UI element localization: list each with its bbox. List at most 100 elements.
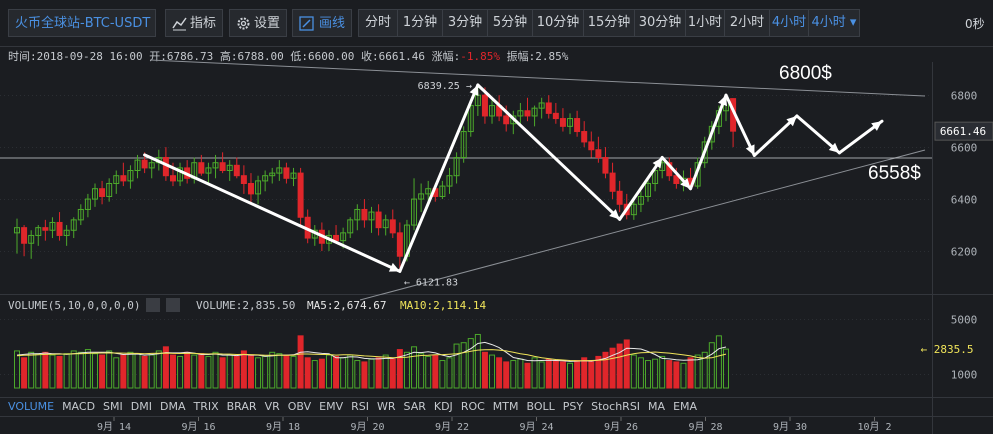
volume-bar bbox=[538, 361, 545, 389]
indicator-tab-mtm[interactable]: MTM bbox=[492, 400, 519, 413]
timeframe-7[interactable]: 1小时 bbox=[685, 9, 725, 37]
volume-bar bbox=[184, 351, 191, 389]
low-price-marker: ← 6121.83 bbox=[404, 277, 458, 288]
volume-bar bbox=[233, 355, 240, 389]
symbol-label: 火币全球站-BTC-USDT bbox=[15, 16, 151, 31]
symbol-selector[interactable]: 火币全球站-BTC-USDT bbox=[8, 9, 156, 37]
volume-bar bbox=[652, 358, 659, 389]
indicator-tab-brar[interactable]: BRAR bbox=[226, 400, 257, 413]
timeframe-3[interactable]: 5分钟 bbox=[487, 9, 533, 37]
indicator-tab-volume[interactable]: VOLUME bbox=[8, 400, 55, 413]
candle-down bbox=[42, 227, 49, 231]
timeframe-6[interactable]: 30分钟 bbox=[634, 9, 686, 37]
candle-down bbox=[240, 175, 247, 184]
indicator-tab-emv[interactable]: EMV bbox=[319, 400, 344, 413]
volume-bar bbox=[723, 348, 729, 389]
volume-bar bbox=[14, 350, 20, 389]
candle-down bbox=[595, 149, 602, 159]
volume-bar bbox=[191, 354, 198, 389]
settings-button[interactable]: 设置 bbox=[229, 9, 287, 37]
forecast-arrowhead bbox=[652, 157, 663, 169]
volume-bar bbox=[42, 351, 49, 389]
date-tick-label: 9月 22 bbox=[435, 421, 469, 433]
indicator-tab-dma[interactable]: DMA bbox=[159, 400, 186, 413]
volume-bar bbox=[411, 346, 418, 389]
indicator-tab-psy[interactable]: PSY bbox=[562, 400, 584, 413]
volume-bar bbox=[595, 355, 602, 389]
candle-up bbox=[652, 170, 659, 184]
volume-current-tag: ← 2835.5 bbox=[921, 343, 974, 356]
volume-settings-gear-icon[interactable] bbox=[146, 298, 160, 312]
date-tick-label: 9月 28 bbox=[688, 421, 722, 433]
candle-down bbox=[56, 221, 63, 236]
candle-down bbox=[609, 172, 616, 192]
candle-up bbox=[354, 208, 361, 221]
volume-bar bbox=[49, 354, 56, 389]
forecast-arrow-line bbox=[398, 83, 480, 273]
volume-bar bbox=[56, 355, 63, 389]
indicator-tab-wr[interactable]: WR bbox=[376, 400, 396, 413]
ohlc-header: 时间:2018-09-28 16:00 开:6786.73 高:6788.00 … bbox=[8, 49, 569, 63]
volume-bar bbox=[481, 351, 488, 389]
timeframe-4[interactable]: 10分钟 bbox=[532, 9, 584, 37]
candle-up bbox=[453, 157, 460, 177]
volume-close-icon[interactable] bbox=[166, 298, 180, 312]
indicator-tab-smi[interactable]: SMI bbox=[103, 400, 123, 413]
volume-bar bbox=[177, 355, 184, 389]
indicator-tab-kdj[interactable]: KDJ bbox=[433, 400, 453, 413]
indicator-tab-macd[interactable]: MACD bbox=[62, 400, 96, 413]
draw-line-button[interactable]: 画线 bbox=[292, 9, 352, 37]
price-tick-label: 6400 bbox=[951, 194, 978, 207]
timeframe-10[interactable]: 4小时 ▾ bbox=[808, 9, 860, 37]
volume-bar bbox=[687, 357, 694, 389]
candle-down bbox=[297, 172, 304, 218]
indicator-tab-sar[interactable]: SAR bbox=[403, 400, 426, 413]
high-price-marker: 6839.25 → bbox=[418, 81, 472, 92]
candle-down bbox=[673, 175, 680, 184]
volume-bar bbox=[99, 354, 106, 389]
candle-up bbox=[411, 198, 418, 226]
timeframe-9[interactable]: 4小时 bbox=[769, 9, 809, 37]
volume-bar bbox=[70, 350, 77, 389]
candle-down bbox=[581, 131, 588, 143]
support-trendline bbox=[359, 149, 926, 301]
candle-up bbox=[177, 167, 184, 182]
timeframe-1[interactable]: 1分钟 bbox=[397, 9, 443, 37]
volume-bar bbox=[474, 333, 481, 389]
volume-bar bbox=[247, 354, 254, 389]
candle-down bbox=[389, 219, 396, 234]
forecast-arrowhead bbox=[871, 121, 882, 131]
candle-up bbox=[630, 203, 637, 216]
candle-up bbox=[701, 141, 708, 164]
volume-bar bbox=[637, 357, 644, 389]
indicator-tab-stochrsi[interactable]: StochRSI bbox=[591, 400, 641, 413]
gear-icon bbox=[237, 17, 250, 30]
indicators-button[interactable]: 指标 bbox=[165, 9, 223, 37]
price-chart[interactable]: 6200 6400 6600 6800 1000 5000 9月 14 9月 16 9月 18 9… bbox=[0, 46, 993, 434]
forecast-arrowhead bbox=[609, 209, 620, 220]
indicator-tab-trix[interactable]: TRIX bbox=[193, 400, 219, 413]
indicator-tab-ema[interactable]: EMA bbox=[673, 400, 698, 413]
indicator-tab-roc[interactable]: ROC bbox=[460, 400, 485, 413]
indicator-tab-dmi[interactable]: DMI bbox=[130, 400, 152, 413]
current-price-value: 6661.46 bbox=[940, 125, 986, 138]
indicator-tab-boll[interactable]: BOLL bbox=[526, 400, 555, 413]
timeframe-5[interactable]: 15分钟 bbox=[583, 9, 635, 37]
volume-bar bbox=[28, 351, 35, 389]
timeframe-8[interactable]: 2小时 bbox=[724, 9, 770, 37]
volume-bar bbox=[403, 351, 410, 389]
volume-bar bbox=[460, 342, 467, 389]
timeframe-0[interactable]: 分时 bbox=[358, 9, 398, 37]
volume-bar bbox=[552, 360, 559, 389]
price-tick-label: 6200 bbox=[951, 246, 978, 259]
indicator-tab-obv[interactable]: OBV bbox=[287, 400, 312, 413]
timeframe-2[interactable]: 3分钟 bbox=[442, 9, 488, 37]
indicator-tab-vr[interactable]: VR bbox=[264, 400, 280, 413]
volume-bar bbox=[240, 350, 247, 389]
indicator-tab-ma[interactable]: MA bbox=[648, 400, 666, 413]
forecast-arrow-line bbox=[618, 156, 664, 221]
date-tick-label: 9月 26 bbox=[604, 421, 638, 433]
candle-down bbox=[375, 211, 382, 229]
indicator-tab-rsi[interactable]: RSI bbox=[351, 400, 369, 413]
candle-up bbox=[63, 229, 70, 236]
